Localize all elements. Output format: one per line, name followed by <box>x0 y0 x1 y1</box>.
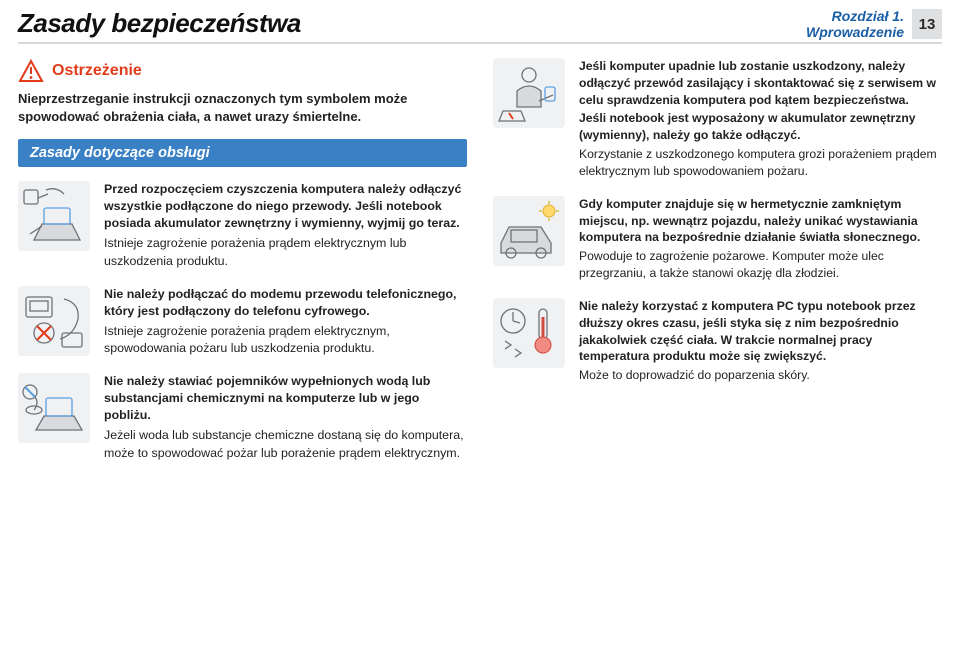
text-normal: Powoduje to zagrożenie pożarowe. Kompute… <box>579 248 942 282</box>
page-header: Zasady bezpieczeństwa Rozdział 1. Wprowa… <box>0 0 960 42</box>
left-item-1: Przed rozpoczęciem czyszczenia komputera… <box>18 181 467 270</box>
right-item-2-text: Gdy komputer znajduje się w hermetycznie… <box>579 196 942 282</box>
chapter-line1: Rozdział 1. <box>806 8 904 24</box>
header-right: Rozdział 1. Wprowadzenie 13 <box>806 8 942 40</box>
right-item-3: Nie należy korzystać z komputera PC typu… <box>493 298 942 384</box>
content-columns: Ostrzeżenie Nieprzestrzeganie instrukcji… <box>0 58 960 478</box>
liquid-spill-icon <box>18 373 90 443</box>
page-title: Zasady bezpieczeństwa <box>18 8 301 39</box>
left-item-2: Nie należy podłączać do modemu przewodu … <box>18 286 467 357</box>
modem-phone-icon <box>18 286 90 356</box>
warning-label: Ostrzeżenie <box>52 62 142 80</box>
text-bold2: Jeśli notebook jest wyposażony w akumula… <box>579 110 942 144</box>
text-normal: Istnieje zagrożenie porażenia prądem ele… <box>104 235 467 269</box>
heat-clock-icon <box>493 298 565 368</box>
right-item-2: Gdy komputer znajduje się w hermetycznie… <box>493 196 942 282</box>
left-item-2-text: Nie należy podłączać do modemu przewodu … <box>104 286 467 357</box>
text-normal: Jeżeli woda lub substancje chemiczne dos… <box>104 427 467 461</box>
right-column: Jeśli komputer upadnie lub zostanie uszk… <box>493 58 942 478</box>
text-normal: Może to doprowadzić do poparzenia skóry. <box>579 367 942 384</box>
text-bold: Nie należy stawiać pojemników wypełniony… <box>104 373 467 424</box>
left-item-1-text: Przed rozpoczęciem czyszczenia komputera… <box>104 181 467 270</box>
warning-triangle-icon <box>18 58 44 84</box>
header-divider <box>18 42 942 44</box>
warning-text: Nieprzestrzeganie instrukcji oznaczonych… <box>18 90 467 125</box>
right-item-1: Jeśli komputer upadnie lub zostanie uszk… <box>493 58 942 180</box>
text-bold: Przed rozpoczęciem czyszczenia komputera… <box>104 181 467 232</box>
right-item-3-text: Nie należy korzystać z komputera PC typu… <box>579 298 942 384</box>
text-normal: Istnieje zagrożenie porażenia prądem ele… <box>104 323 467 357</box>
left-column: Ostrzeżenie Nieprzestrzeganie instrukcji… <box>18 58 467 478</box>
car-sunlight-icon <box>493 196 565 266</box>
left-item-3: Nie należy stawiać pojemników wypełniony… <box>18 373 467 462</box>
damaged-service-icon <box>493 58 565 128</box>
text-bold: Jeśli komputer upadnie lub zostanie uszk… <box>579 58 942 108</box>
section-bar: Zasady dotyczące obsługi <box>18 139 467 167</box>
text-bold: Nie należy podłączać do modemu przewodu … <box>104 286 467 320</box>
text-bold: Gdy komputer znajduje się w hermetycznie… <box>579 196 942 246</box>
page-number: 13 <box>912 9 942 39</box>
right-item-1-text: Jeśli komputer upadnie lub zostanie uszk… <box>579 58 942 180</box>
text-bold: Nie należy korzystać z komputera PC typu… <box>579 298 942 365</box>
left-item-3-text: Nie należy stawiać pojemników wypełniony… <box>104 373 467 462</box>
text-normal: Korzystanie z uszkodzonego komputera gro… <box>579 146 942 180</box>
cleaning-unplug-icon <box>18 181 90 251</box>
warning-heading: Ostrzeżenie <box>18 58 467 84</box>
chapter-label: Rozdział 1. Wprowadzenie <box>806 8 904 40</box>
chapter-line2: Wprowadzenie <box>806 24 904 40</box>
